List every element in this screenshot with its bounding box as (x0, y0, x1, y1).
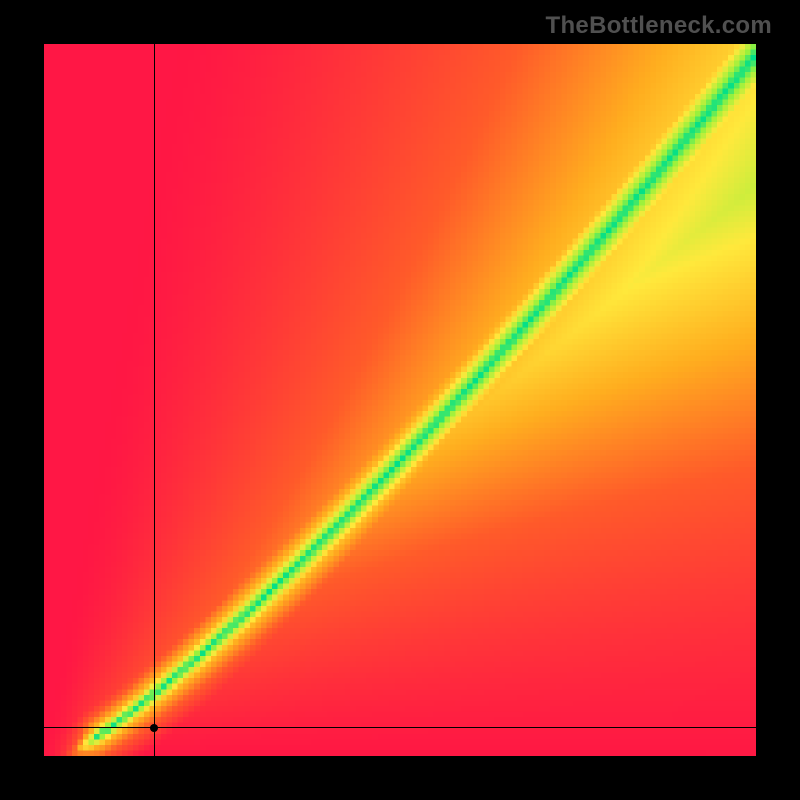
heatmap-plot-area (44, 44, 756, 756)
heatmap-canvas (44, 44, 756, 756)
crosshair-vertical (154, 44, 155, 756)
crosshair-marker-point (150, 724, 158, 732)
watermark-text: TheBottleneck.com (546, 12, 772, 40)
